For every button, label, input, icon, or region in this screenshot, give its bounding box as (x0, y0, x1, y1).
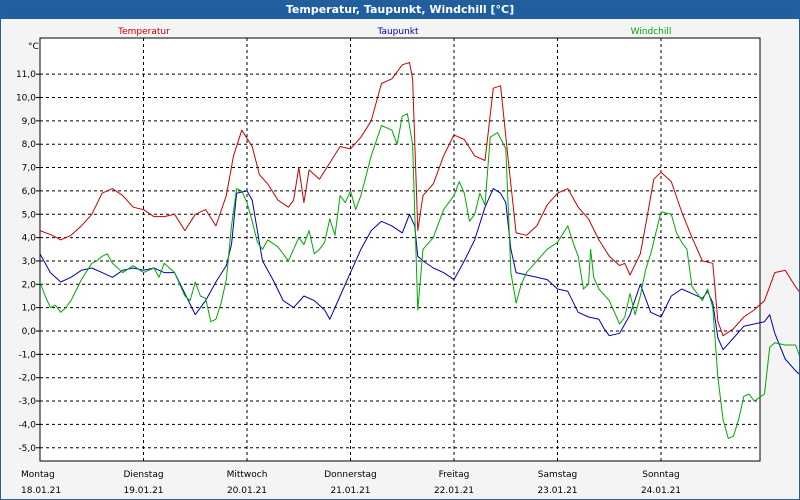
x-tick-date-label: 24.01.21 (641, 486, 681, 496)
x-tick-day-label: Sonntag (642, 470, 679, 480)
y-tick-label: -4,0 (18, 420, 36, 430)
y-tick-label: -3,0 (18, 397, 36, 407)
y-tick-label: -2,0 (18, 374, 36, 384)
plot-area (39, 37, 761, 462)
grid (40, 38, 760, 461)
x-tick-date-label: 22.01.21 (434, 486, 474, 496)
x-tick-date-label: 23.01.21 (537, 486, 577, 496)
y-tick-label: 4,0 (22, 234, 37, 244)
x-tick-date-label: 18.01.21 (21, 486, 61, 496)
x-tick-date-label: 21.01.21 (330, 486, 370, 496)
y-tick-label: 8,0 (22, 140, 37, 150)
y-tick-label: 1,0 (22, 304, 37, 314)
y-tick-label: 3,0 (22, 257, 37, 267)
x-tick-date-label: 19.01.21 (123, 486, 163, 496)
y-tick-label: 0,0 (22, 327, 37, 337)
window-title: Temperatur, Taupunkt, Windchill [°C] (1, 1, 799, 19)
x-tick-day-label: Freitag (439, 470, 470, 480)
y-tick-label: 6,0 (22, 187, 37, 197)
series-line-temperatur (39, 62, 799, 337)
y-tick-label: -1,0 (18, 350, 36, 360)
x-tick-day-label: Samstag (538, 470, 577, 480)
legend-item-windchill: Windchill (631, 27, 672, 37)
y-tick-label: 5,0 (22, 210, 37, 220)
y-tick-label: 2,0 (22, 280, 37, 290)
legend-item-temperatur: Temperatur (117, 27, 170, 37)
y-tick-label: 7,0 (22, 164, 37, 174)
axes: 11,0 10,0 9,0 8,0 7,0 6,0 5,0 4,0 3,0 2,0 1,0 0,0 -1… (16, 70, 681, 496)
x-tick-date-label: 20.01.21 (227, 486, 267, 496)
line-chart: 11,0 10,0 9,0 8,0 7,0 6,0 5,0 4,0 3,0 2,0 1,0 0,0 -1… (16, 27, 799, 496)
y-unit-label: °C (28, 42, 39, 52)
y-tick-label: 9,0 (22, 117, 37, 127)
y-tick-label: -5,0 (18, 444, 36, 454)
y-tick-label: 10,0 (16, 94, 36, 104)
x-tick-day-label: Mittwoch (227, 470, 268, 480)
legend-item-taupunkt: Taupunkt (376, 27, 419, 37)
legend: Temperatur Taupunkt Windchill (117, 27, 671, 37)
series-line-windchill (39, 113, 799, 439)
x-tick-day-label: Donnerstag (324, 470, 377, 480)
y-tick-label: 11,0 (16, 70, 36, 80)
series (39, 62, 799, 439)
x-tick-day-label: Dienstag (123, 470, 163, 480)
x-tick-day-label: Montag (21, 470, 55, 480)
